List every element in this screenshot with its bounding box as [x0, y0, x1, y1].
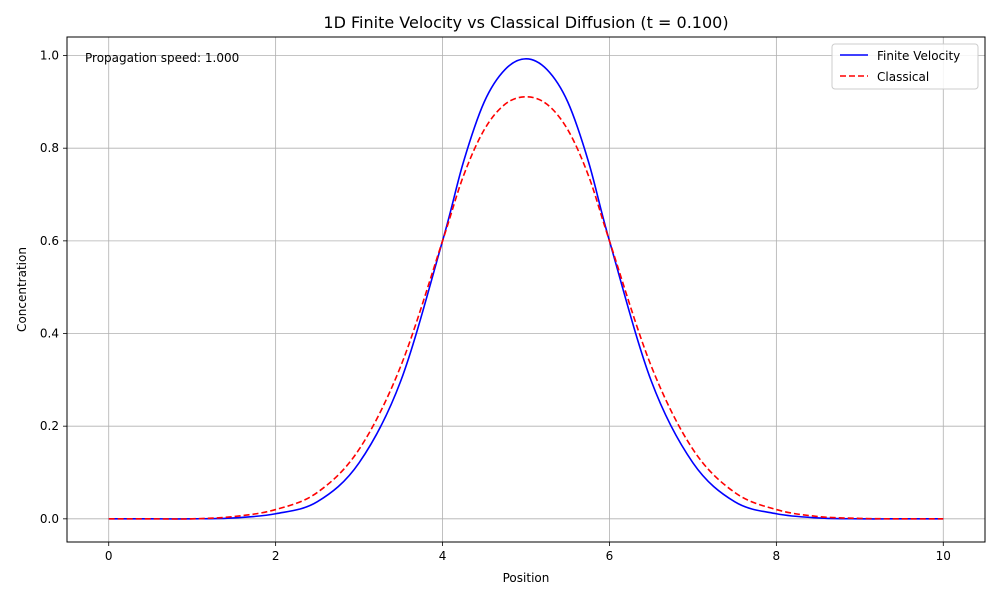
y-tick-label: 0.2 — [40, 419, 59, 433]
series-group — [108, 57, 944, 520]
legend: Finite Velocity Classical — [831, 43, 979, 90]
legend-box — [831, 43, 979, 90]
legend-label-classical: Classical — [877, 70, 929, 84]
series-line-finite-velocity — [108, 57, 944, 520]
y-tick-label: 0.8 — [40, 141, 59, 155]
chart-title: 1D Finite Velocity vs Classical Diffusio… — [323, 13, 728, 32]
x-tick-label: 6 — [606, 549, 614, 563]
propagation-speed-annotation: Propagation speed: 1.000 — [85, 51, 239, 65]
y-tick-label: 0.4 — [40, 327, 59, 341]
legend-label-finite-velocity: Finite Velocity — [877, 49, 960, 63]
x-tick-label: 8 — [773, 549, 781, 563]
y-tick-label: 1.0 — [40, 49, 59, 63]
x-axis-label: Position — [503, 571, 550, 585]
x-tick-label: 4 — [439, 549, 447, 563]
plot-frame — [66, 36, 986, 543]
axis-ticks: 0 2 4 6 8 10 0.0 0.2 0.4 0.6 0.8 1.0 — [40, 49, 951, 563]
x-tick-label: 10 — [936, 549, 951, 563]
x-tick-label: 2 — [272, 549, 280, 563]
x-tick-label: 0 — [105, 549, 113, 563]
y-tick-label: 0.6 — [40, 234, 59, 248]
series-line-classical — [108, 95, 944, 520]
y-tick-label: 0.0 — [40, 512, 59, 526]
y-axis-label: Concentration — [15, 247, 29, 332]
